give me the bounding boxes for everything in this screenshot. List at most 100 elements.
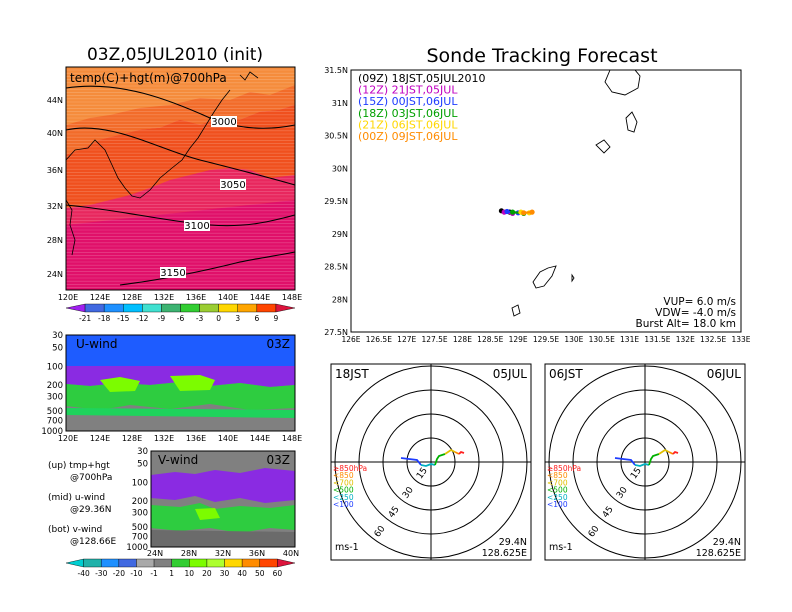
lon-tick-label: 136E	[186, 293, 206, 302]
contour-label: 3100	[184, 221, 209, 232]
level-legend: <250	[547, 493, 568, 502]
pressure-tick-label: 100	[47, 363, 63, 373]
tracking-map: 31.5N 31N 30.5N 30N 29.5N 29N 28.5N 28N 27.5N 12…	[324, 66, 751, 344]
level-legend: <700	[333, 478, 354, 487]
lon-tick-label: 126.5E	[366, 335, 392, 344]
lon-tick-label: 132E	[154, 293, 174, 302]
colorbar-label: -9	[158, 314, 166, 323]
colorbar-swatch	[101, 558, 120, 568]
lon-tick-label: 132.5E	[700, 335, 726, 344]
note-line: (mid) u-wind	[48, 493, 105, 503]
lat-tick-label: 32N	[47, 202, 63, 211]
hodograph-trace	[420, 463, 436, 467]
map-label: temp(C)+hgt(m)@700hPa	[70, 71, 227, 85]
pressure-tick-label: 1000	[126, 543, 148, 553]
lon-tick-label: 144E	[250, 434, 270, 443]
colorbar-swatch	[237, 303, 258, 313]
lon-tick-label: 120E	[58, 434, 78, 443]
colorbar-swatch	[241, 558, 260, 568]
lat-tick-label: 36N	[47, 166, 63, 175]
note-line: (bot) v-wind	[48, 525, 102, 535]
lon-tick-label: 130.5E	[589, 335, 615, 344]
lon-tick-label: 144E	[250, 293, 270, 302]
lon-tick-label: 128.5E	[477, 335, 503, 344]
colorbar-label: 3	[235, 314, 240, 323]
lon-tick-label: 126E	[341, 335, 360, 344]
lon-tick-label: 128E	[453, 335, 472, 344]
colorbar-label: -12	[136, 314, 148, 323]
lon-tick-label: 133E	[731, 335, 750, 344]
hodo-time: 06JST	[549, 367, 583, 381]
hodograph-trace	[658, 448, 670, 455]
burst-param: Burst Alt= 18.0 km	[636, 318, 736, 330]
level-legend: <850	[333, 471, 354, 480]
colorbar-label: -3	[196, 314, 204, 323]
pressure-tick-label: 30	[52, 331, 63, 341]
colorbar-swatch	[199, 303, 219, 313]
lat-tick-label: 44N	[47, 96, 63, 105]
lon-tick-label: 140E	[218, 434, 238, 443]
lon-tick-label: 131.5E	[644, 335, 670, 344]
hodo-date: 05JUL	[493, 367, 528, 381]
colorbar-swatch	[171, 558, 190, 568]
pressure-tick-label: 700	[132, 532, 148, 542]
track-point	[529, 209, 535, 215]
lon-tick-label: 140E	[218, 293, 238, 302]
tracking-title: Sonde Tracking Forecast	[426, 45, 657, 67]
colorbar-label: -30	[95, 569, 107, 578]
level-legend: <100	[547, 500, 568, 509]
hodograph-trace	[400, 457, 422, 466]
colorbar-swatch	[218, 303, 238, 313]
pressure-tick-label: 50	[52, 343, 63, 353]
hodo-time: 18JST	[335, 367, 369, 381]
colorbar-swatch	[65, 303, 86, 313]
hodograph-trace	[434, 453, 446, 466]
colorbar-swatch	[123, 303, 143, 313]
track-legend-entry: (09Z) 18JST,05JUL2010	[358, 72, 485, 85]
pressure-tick-label: 50	[137, 459, 148, 469]
hodo-unit: ms-1	[335, 542, 359, 553]
lon-tick-label: 131E	[620, 335, 639, 344]
colorbar-swatch	[189, 558, 208, 568]
colorbar-swatch	[259, 558, 278, 568]
hodo-lon: 128.625E	[482, 548, 527, 559]
track-legend-entry: (12Z) 21JST,05JUL	[358, 84, 458, 97]
colorbar-swatch	[83, 558, 102, 568]
level-legend: <250	[333, 493, 354, 502]
lat-tick-label: 40N	[283, 549, 299, 558]
vup-param: VUP= 6.0 m/s	[663, 296, 736, 308]
vdw-param: VDW= -4.0 m/s	[655, 307, 736, 319]
colorbar-swatch	[256, 303, 277, 313]
hodograph-trace	[614, 457, 636, 466]
colorbar-swatch	[136, 558, 155, 568]
lon-tick-label: 148E	[282, 293, 302, 302]
lat-tick-label: 29.5N	[324, 197, 348, 206]
lon-tick-label: 129.5E	[533, 335, 559, 344]
colorbar-label: 1	[169, 569, 174, 578]
lat-tick-label: 28N	[181, 549, 197, 558]
temp-height-map: temp(C)+hgt(m)@700hPa 3000 3050 3100 315…	[47, 66, 302, 302]
lon-tick-label: 130E	[564, 335, 583, 344]
colorbar-swatch	[153, 558, 172, 568]
colorbar-swatch	[103, 303, 124, 313]
track-legend-entry: (18Z) 03JST,06JUL	[358, 107, 458, 120]
lon-tick-label: 128E	[122, 293, 142, 302]
hodograph-trace	[634, 463, 650, 467]
hodograph-trace	[672, 450, 679, 455]
colorbar-label: -15	[117, 314, 129, 323]
colorbar-label: 10	[185, 569, 195, 578]
colorbar-swatch	[161, 303, 181, 313]
colorbar-label: 6	[254, 314, 259, 323]
track-point	[504, 208, 510, 215]
v-wind-label: V-wind	[158, 453, 198, 467]
colorbar-label: 20	[202, 569, 212, 578]
hodo-unit: ms-1	[549, 542, 573, 553]
colorbar-swatch	[206, 558, 225, 568]
pressure-tick-label: 300	[47, 392, 63, 402]
hodo-lat: 29.4N	[499, 537, 527, 548]
colorbar-swatch	[65, 558, 84, 568]
lat-tick-label: 27.5N	[324, 328, 348, 337]
lon-tick-label: 120E	[58, 293, 78, 302]
